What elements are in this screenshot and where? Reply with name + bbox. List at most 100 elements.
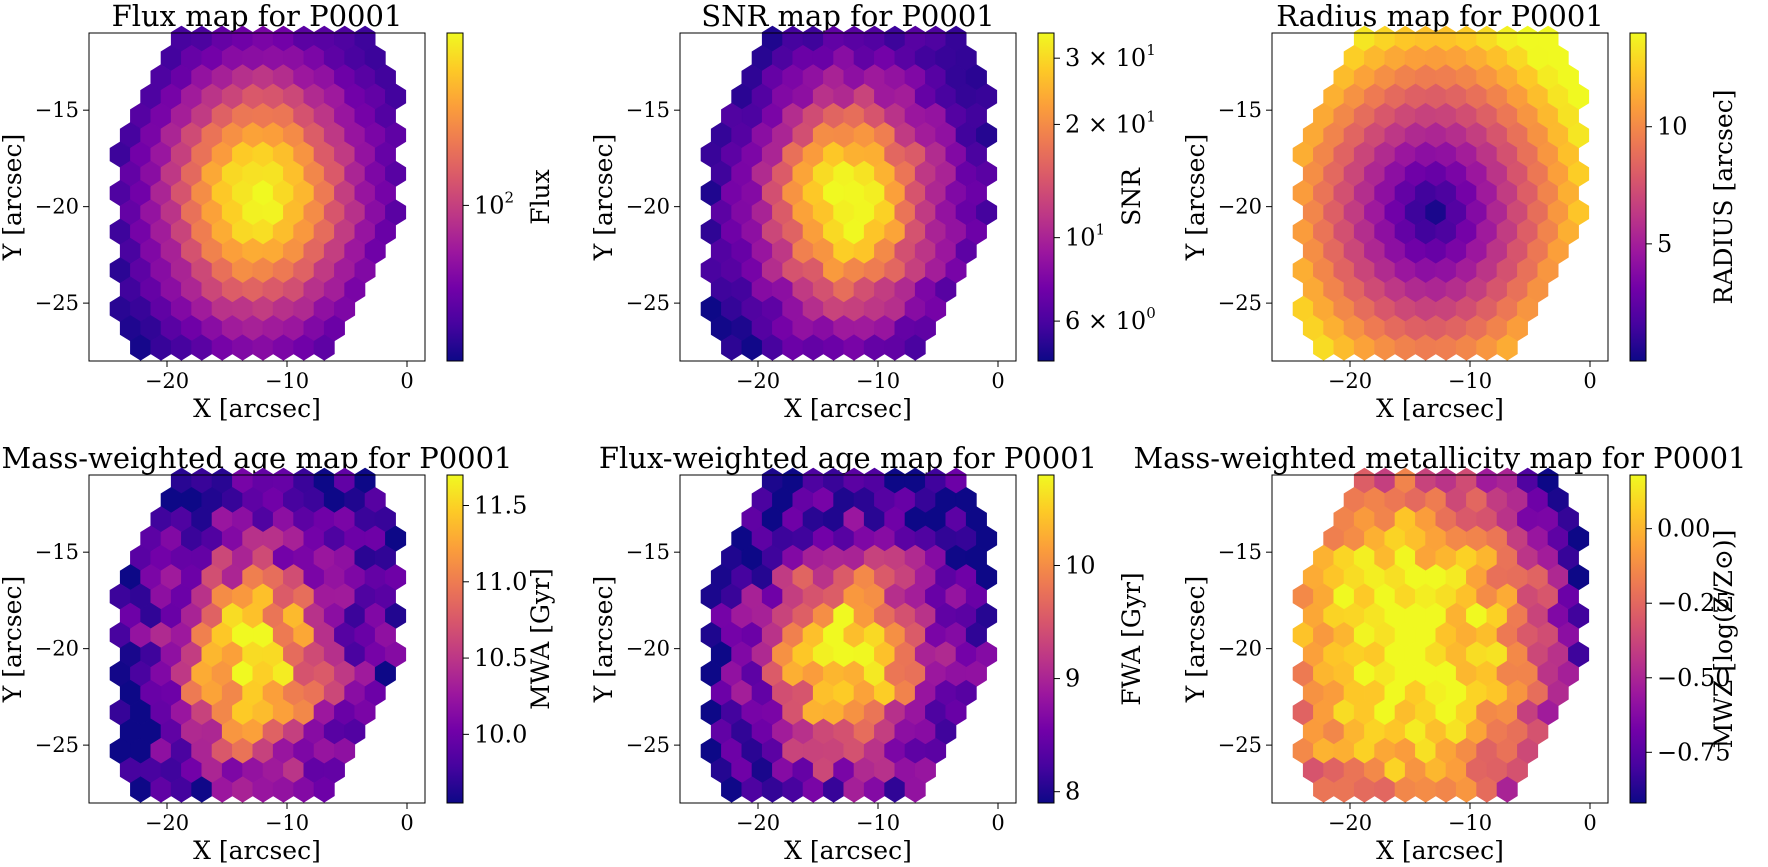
colorbar-tick-label: 9 [1065, 665, 1080, 693]
colorbar-tick-label: 102 [474, 188, 514, 219]
x-tick-label: −20 [145, 369, 189, 393]
heatmap-cell [904, 776, 926, 803]
x-tick-label: −20 [736, 369, 780, 393]
heatmap-cell [1496, 776, 1518, 803]
plot-frame [1271, 32, 1609, 362]
colorbar [446, 32, 464, 362]
heatmap-cell [1496, 334, 1518, 361]
panel-title: Flux map for P0001 [112, 0, 403, 33]
plot-frame [679, 32, 1017, 362]
colorbar-tick-label: 10.5 [474, 644, 527, 672]
y-tick-label: −25 [626, 291, 670, 315]
x-tick-label: 0 [400, 369, 413, 393]
y-tick-label: −15 [35, 98, 79, 122]
y-tick-label: −25 [1218, 291, 1262, 315]
x-axis-label: X [arcsec] [1376, 394, 1504, 423]
heatmap-cell [904, 334, 926, 361]
colorbar-tick-label: 10.0 [474, 720, 527, 748]
panel-title: Mass-weighted age map for P0001 [1, 441, 512, 475]
y-tick-label: −15 [626, 540, 670, 564]
colorbar-label: MWA [Gyr] [526, 568, 555, 710]
x-tick-label: −10 [1448, 369, 1492, 393]
x-tick-label: −10 [265, 369, 309, 393]
x-tick-label: 0 [991, 811, 1004, 835]
colorbar-label: FWA [Gyr] [1117, 572, 1146, 705]
x-tick-label: −10 [265, 811, 309, 835]
colorbar-tick-label: 0.00 [1657, 515, 1710, 543]
x-tick-label: 0 [991, 369, 1004, 393]
colorbar [1037, 474, 1055, 804]
heatmap-cells [109, 25, 407, 361]
y-tick-label: −25 [35, 733, 79, 757]
plot-frame [88, 474, 426, 804]
colorbar [1629, 32, 1647, 362]
panel-title: SNR map for P0001 [701, 0, 994, 33]
heatmap-cell [313, 334, 335, 361]
colorbar-tick-label: 5 [1657, 230, 1672, 258]
colorbar-tick-label: 10 [1065, 551, 1096, 579]
colorbar [1629, 474, 1647, 804]
x-tick-label: −20 [145, 811, 189, 835]
colorbar-tick-label: −0.75 [1657, 738, 1731, 766]
y-tick-label: −25 [626, 733, 670, 757]
panel-title: Flux-weighted age map for P0001 [599, 441, 1097, 475]
x-axis-label: X [arcsec] [784, 836, 912, 865]
y-tick-label: −20 [35, 637, 79, 661]
x-axis-label: X [arcsec] [193, 394, 321, 423]
panel-6: Mass-weighted metallicity map for P0001 −… [1133, 441, 1746, 865]
heatmap-cells [1292, 467, 1590, 803]
colorbar-tick-label: 3 × 101 [1065, 41, 1156, 72]
plot-frame [1271, 474, 1609, 804]
x-tick-label: −20 [1328, 811, 1372, 835]
y-tick-label: −20 [1218, 637, 1262, 661]
colorbar [1037, 32, 1055, 362]
y-axis-label: Y [arcsec] [589, 576, 618, 703]
x-axis-label: X [arcsec] [784, 394, 912, 423]
y-tick-label: −15 [626, 98, 670, 122]
x-tick-label: −10 [856, 811, 900, 835]
y-tick-label: −20 [35, 195, 79, 219]
panel-4: Mass-weighted age map for P0001 −20 −10 0 −1… [0, 441, 555, 865]
y-axis-label: Y [arcsec] [1181, 576, 1210, 703]
colorbar-tick-label: 6 × 100 [1065, 304, 1156, 335]
y-axis-label: Y [arcsec] [1181, 134, 1210, 261]
y-axis-label: Y [arcsec] [589, 134, 618, 261]
colorbar-tick-label: −0.50 [1657, 664, 1731, 692]
colorbar-tick-label: −0.25 [1657, 589, 1731, 617]
y-tick-label: −20 [1218, 195, 1262, 219]
plot-frame [88, 32, 426, 362]
colorbar-tick-label: 2 × 101 [1065, 107, 1156, 138]
y-tick-label: −20 [626, 195, 670, 219]
colorbar [446, 474, 464, 804]
x-tick-label: 0 [1583, 811, 1596, 835]
x-axis-label: X [arcsec] [1376, 836, 1504, 865]
panel-title: Radius map for P0001 [1276, 0, 1604, 33]
y-tick-label: −20 [626, 637, 670, 661]
panel-2: SNR map for P0001 −20 −10 0 −15 −20 −25 X [arcs… [589, 0, 1156, 423]
y-tick-label: −15 [1218, 98, 1262, 122]
colorbar-label: Flux [526, 169, 555, 225]
colorbar-label: MWZ [log(Z/Z⊙)] [1709, 530, 1738, 749]
x-tick-label: 0 [1583, 369, 1596, 393]
heatmap-cells [109, 467, 407, 803]
y-axis-label: Y [arcsec] [0, 576, 27, 703]
y-tick-label: −15 [35, 540, 79, 564]
heatmap-cell [313, 776, 335, 803]
x-tick-label: −10 [1448, 811, 1492, 835]
y-tick-label: −25 [1218, 733, 1262, 757]
heatmap-cells [700, 25, 998, 361]
x-tick-label: −20 [1328, 369, 1372, 393]
x-tick-label: −10 [856, 369, 900, 393]
y-tick-label: −25 [35, 291, 79, 315]
x-axis-label: X [arcsec] [193, 836, 321, 865]
y-tick-label: −15 [1218, 540, 1262, 564]
heatmap-cells [1292, 25, 1590, 361]
colorbar-tick-label: 10 [1657, 113, 1688, 141]
colorbar-label: RADIUS [arcsec] [1709, 90, 1738, 305]
panel-title: Mass-weighted metallicity map for P0001 [1133, 441, 1746, 475]
colorbar-tick-label: 11.5 [474, 492, 527, 520]
panel-3: Radius map for P0001 −20 −10 0 −15 −20 −25 X [a… [1181, 0, 1738, 423]
panel-1: Flux map for P0001 −20 −10 0 −15 −20 −25 X [arc… [0, 0, 555, 423]
colorbar-tick-label: 11.0 [474, 568, 527, 596]
